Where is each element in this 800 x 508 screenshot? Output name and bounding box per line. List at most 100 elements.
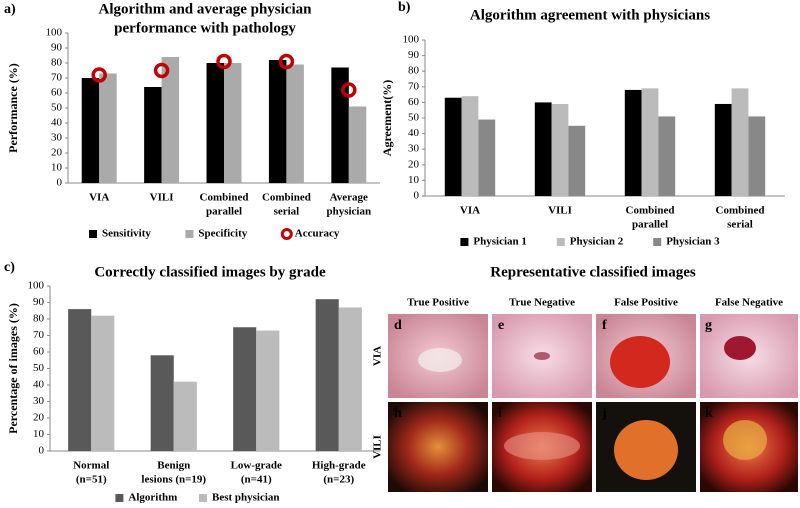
bar bbox=[173, 381, 197, 451]
y-tick-label: 20 bbox=[408, 158, 420, 170]
legend-swatch bbox=[460, 238, 469, 246]
bar bbox=[478, 119, 496, 196]
legend-label: Specificity bbox=[198, 228, 247, 240]
bar bbox=[161, 57, 180, 183]
bar bbox=[81, 78, 100, 183]
y-tick-label: 0 bbox=[39, 445, 45, 457]
bar bbox=[224, 63, 242, 183]
bar bbox=[748, 116, 766, 196]
image-letter: k bbox=[705, 406, 713, 421]
y-tick-label: 50 bbox=[408, 112, 420, 124]
y-tick-label: 70 bbox=[33, 329, 45, 341]
y-tick-label: 60 bbox=[51, 87, 63, 99]
legend-swatch bbox=[185, 230, 194, 238]
image-letter: j bbox=[601, 406, 607, 421]
y-tick-label: 40 bbox=[408, 127, 420, 139]
image-letter: d bbox=[394, 318, 402, 333]
y-tick-label: 60 bbox=[408, 96, 420, 108]
chart-title: Algorithm and average physician bbox=[99, 1, 313, 17]
y-axis-label: Percentage of images (%) bbox=[6, 303, 20, 434]
x-tick-label: VILI bbox=[150, 192, 174, 204]
y-tick-label: 30 bbox=[33, 395, 45, 407]
column-header: False Positive bbox=[614, 297, 678, 309]
x-tick-label: Benign bbox=[157, 460, 190, 472]
y-tick-label: 90 bbox=[408, 49, 420, 61]
y-tick-label: 40 bbox=[51, 117, 63, 129]
x-tick-label: parallel bbox=[206, 206, 242, 218]
image-letter: e bbox=[498, 318, 504, 333]
y-tick-label: 90 bbox=[51, 42, 63, 54]
bar bbox=[338, 307, 362, 451]
column-header: True Positive bbox=[407, 297, 469, 309]
legend-label: Physician 3 bbox=[666, 236, 720, 248]
y-tick-label: 0 bbox=[414, 190, 420, 202]
bar bbox=[150, 355, 174, 451]
bar bbox=[568, 125, 586, 196]
legend-swatch bbox=[653, 238, 662, 246]
photo bbox=[388, 402, 488, 492]
x-tick-label: physician bbox=[326, 206, 371, 218]
accuracy-marker bbox=[278, 53, 295, 70]
legend-label: Algorithm bbox=[128, 492, 177, 504]
x-tick-label: Low-grade bbox=[231, 460, 282, 472]
panel-label: c) bbox=[4, 260, 15, 275]
y-tick-label: 50 bbox=[51, 102, 63, 114]
x-tick-label: Combined bbox=[716, 205, 765, 217]
y-axis-label: Performance (%) bbox=[6, 63, 20, 153]
image-grid bbox=[388, 314, 798, 492]
y-tick-label: 100 bbox=[403, 34, 420, 46]
legend-swatch bbox=[556, 238, 565, 246]
photo-detail bbox=[724, 336, 756, 360]
bar bbox=[444, 97, 462, 196]
x-tick-label: (n=51) bbox=[76, 474, 107, 486]
legend-label: Best physician bbox=[212, 492, 280, 504]
chart-title: performance with pathology bbox=[114, 20, 296, 36]
chart-title: Correctly classified images by grade bbox=[94, 264, 326, 280]
photo-detail bbox=[723, 420, 767, 460]
bar bbox=[256, 330, 280, 451]
bar bbox=[99, 73, 117, 183]
x-tick-label: serial bbox=[727, 219, 753, 231]
x-tick-label: serial bbox=[274, 206, 300, 218]
legend-label: Physician 2 bbox=[570, 236, 624, 248]
bar bbox=[315, 299, 339, 451]
y-tick-label: 60 bbox=[33, 346, 45, 358]
x-tick-label: (n=41) bbox=[241, 474, 272, 486]
bar bbox=[206, 63, 224, 183]
accuracy-marker bbox=[153, 62, 170, 79]
x-tick-label: VILI bbox=[548, 205, 572, 217]
legend-swatch bbox=[89, 230, 97, 238]
x-tick-label: lesions (n=19) bbox=[141, 474, 206, 486]
y-tick-label: 10 bbox=[408, 174, 420, 186]
bar bbox=[624, 89, 642, 196]
bar bbox=[658, 116, 676, 196]
panel-label: a) bbox=[4, 2, 16, 17]
x-tick-label: Combined bbox=[626, 205, 675, 217]
panel-label: b) bbox=[398, 0, 411, 15]
x-tick-label: Average bbox=[330, 192, 368, 204]
y-tick-label: 70 bbox=[51, 72, 63, 84]
accuracy-marker bbox=[216, 53, 232, 70]
row-label: VILI bbox=[372, 435, 384, 459]
legend-swatch bbox=[199, 494, 207, 502]
accuracy-marker bbox=[91, 67, 107, 83]
x-tick-label: Combined bbox=[200, 192, 249, 204]
photo-detail bbox=[614, 420, 678, 480]
x-tick-label: (n=23) bbox=[323, 474, 354, 486]
x-tick-label: parallel bbox=[632, 219, 668, 231]
bar bbox=[268, 60, 287, 183]
bar bbox=[551, 103, 569, 196]
y-tick-label: 10 bbox=[33, 428, 45, 440]
y-axis-label: Agreement(%) bbox=[380, 80, 394, 156]
bar bbox=[233, 327, 257, 451]
bar bbox=[348, 106, 367, 183]
legend-label: Accuracy bbox=[295, 228, 340, 240]
photo-detail bbox=[610, 336, 670, 388]
y-tick-label: 50 bbox=[33, 362, 45, 374]
y-tick-label: 30 bbox=[51, 132, 63, 144]
y-tick-label: 10 bbox=[51, 162, 63, 174]
x-tick-label: Combined bbox=[262, 192, 311, 204]
x-tick-label: VIA bbox=[89, 192, 109, 204]
photo-detail bbox=[504, 432, 580, 460]
